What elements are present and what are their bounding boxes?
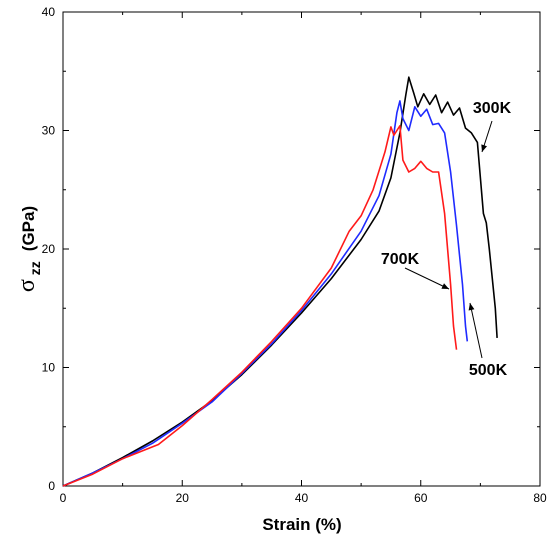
series-layer bbox=[62, 76, 498, 487]
y-axis-title: σ zz (GPa) bbox=[14, 206, 44, 292]
series-line-300K bbox=[62, 76, 498, 487]
annotation-arrowhead-300K bbox=[481, 144, 487, 152]
annotations: 300K 500K 700K bbox=[381, 100, 512, 379]
y-tick-label: 40 bbox=[42, 5, 56, 19]
x-tick-label: 80 bbox=[533, 491, 547, 505]
annotation-label-300K: 300K bbox=[473, 100, 512, 117]
axis-tick-labels: 0 20 40 60 80 0 10 20 30 40 bbox=[42, 5, 547, 505]
x-tick-label: 40 bbox=[295, 491, 309, 505]
y-axis-subscript: zz bbox=[27, 261, 43, 275]
y-tick-label: 0 bbox=[48, 479, 55, 493]
annotation-label-700K: 700K bbox=[381, 251, 420, 268]
x-tick-label: 20 bbox=[176, 491, 190, 505]
series-line-700K bbox=[62, 125, 458, 487]
annotation-arrowhead-500K bbox=[468, 303, 475, 311]
y-axis-symbol: σ bbox=[14, 279, 40, 292]
annotation-label-500K: 500K bbox=[469, 362, 508, 379]
y-tick-label: 20 bbox=[42, 242, 56, 256]
x-axis-title: Strain (%) bbox=[262, 515, 341, 534]
plot-frame bbox=[62, 11, 541, 487]
x-tick-label: 60 bbox=[414, 491, 428, 505]
series-line-500K bbox=[62, 100, 469, 487]
y-axis-unit: (GPa) bbox=[19, 206, 38, 251]
x-tick-label: 0 bbox=[60, 491, 67, 505]
y-tick-label: 10 bbox=[42, 361, 56, 375]
annotation-arrow-500K bbox=[469, 302, 483, 359]
y-tick-label: 30 bbox=[42, 124, 56, 138]
annotation-arrow-700K bbox=[404, 267, 450, 290]
annotation-arrowhead-700K bbox=[441, 283, 449, 289]
svg-text:σ zz (GPa): σ zz (GPa) bbox=[14, 206, 44, 292]
axis-ticks bbox=[62, 11, 541, 487]
